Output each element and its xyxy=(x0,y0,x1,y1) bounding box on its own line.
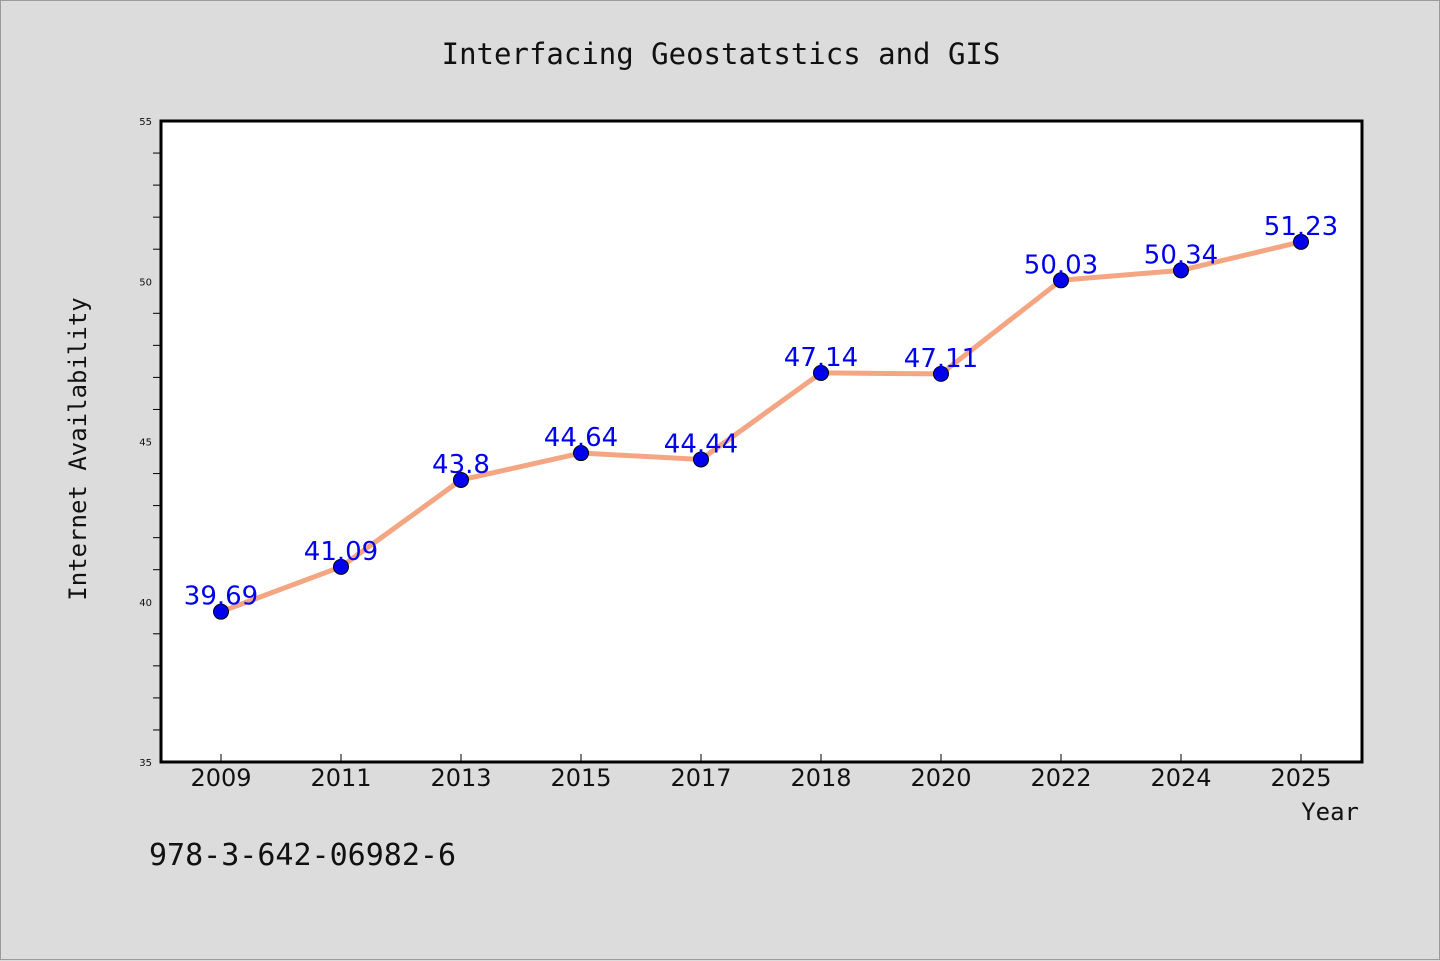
x-tick-label: 2024 xyxy=(1150,764,1211,792)
data-label: 39.69 xyxy=(184,582,258,612)
series-line xyxy=(218,239,1304,615)
y-axis-label: Internet Availability xyxy=(64,297,92,600)
data-point xyxy=(213,603,229,620)
y-tick-label: 45 xyxy=(139,438,152,449)
x-tick-label: 2025 xyxy=(1270,764,1331,792)
chart-title: Interfacing Geostatstics and GIS xyxy=(442,37,1001,71)
data-series: 39.69 41.09 43.8 44.64 44.44 47.14 47.11 50.03 5… xyxy=(184,212,1338,620)
data-point xyxy=(813,364,829,381)
y-tick-label: 35 xyxy=(139,758,152,769)
data-label: 43.8 xyxy=(432,450,490,480)
y-tick-label: 40 xyxy=(139,598,152,609)
data-point xyxy=(1173,262,1189,279)
plot-area xyxy=(159,119,1364,764)
x-axis-label: Year xyxy=(1301,798,1359,826)
x-tick-label: 2011 xyxy=(310,764,371,792)
data-point xyxy=(933,365,949,382)
y-tick-label: 55 xyxy=(139,117,152,128)
data-point xyxy=(1293,233,1309,250)
y-tick-label: 50 xyxy=(139,277,152,288)
data-label: 41.09 xyxy=(304,537,378,567)
data-label: 47.11 xyxy=(904,344,978,374)
x-tick-label: 2020 xyxy=(910,764,971,792)
x-axis: 2009 2011 2013 2015 2017 2018 2020 2022 2024 2025 xyxy=(190,754,1332,792)
x-tick-label: 2018 xyxy=(790,764,851,792)
data-label: 47.14 xyxy=(784,343,858,373)
data-label: 50.03 xyxy=(1024,250,1098,280)
y-axis: 35 40 45 50 55 xyxy=(139,117,161,769)
data-label: 44.44 xyxy=(664,429,738,459)
x-tick-label: 2017 xyxy=(670,764,731,792)
x-tick-label: 2013 xyxy=(430,764,491,792)
x-tick-label: 2015 xyxy=(550,764,611,792)
x-tick-label: 2009 xyxy=(190,764,251,792)
data-point xyxy=(333,558,349,575)
isbn-footer: 978-3-642-06982-6 xyxy=(149,838,456,873)
data-point xyxy=(693,451,709,468)
data-point xyxy=(1053,272,1069,289)
data-point xyxy=(453,471,469,488)
data-point xyxy=(573,445,589,462)
data-label: 50.34 xyxy=(1144,240,1218,270)
data-label: 44.64 xyxy=(544,423,618,453)
x-tick-label: 2022 xyxy=(1030,764,1091,792)
data-label: 51.23 xyxy=(1264,212,1338,242)
